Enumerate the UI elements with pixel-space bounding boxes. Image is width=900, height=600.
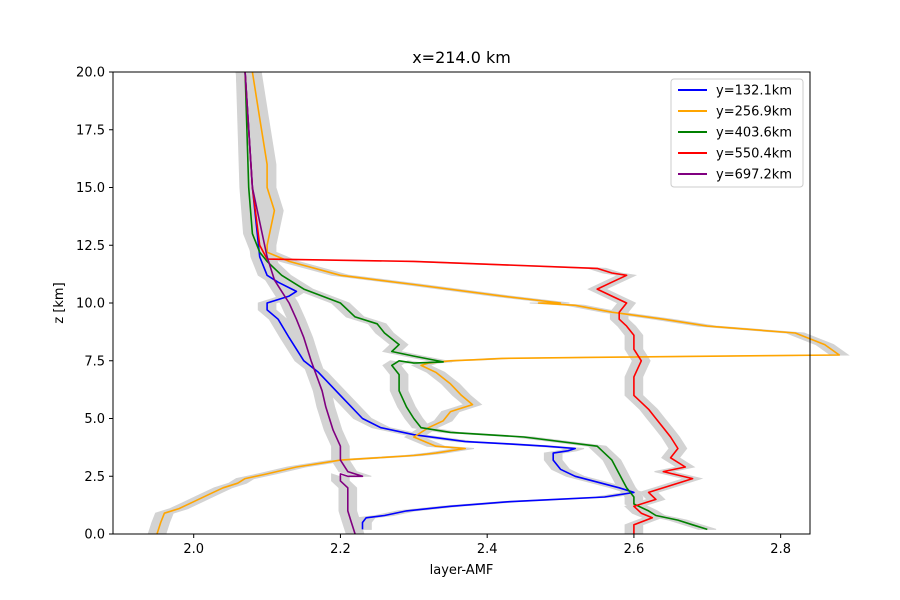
- y-tick-label: 7.5: [84, 354, 105, 369]
- legend-label-1: y=132.1km: [716, 84, 792, 99]
- series-line-5: [244, 71, 364, 535]
- series-line-4: [244, 71, 694, 534]
- legend-label-2: y=256.9km: [716, 105, 792, 120]
- x-tick-label: 2.6: [624, 542, 645, 557]
- chart-title: x=214.0 km: [412, 48, 511, 67]
- series-line-1: [244, 71, 635, 530]
- x-tick-label: 2.0: [183, 542, 204, 557]
- y-tick-label: 0.0: [84, 528, 105, 543]
- y-tick-label: 12.5: [76, 239, 105, 254]
- series-lines: [156, 71, 841, 535]
- y-axis-label: z [km]: [52, 282, 67, 323]
- y-tick-label: 2.5: [84, 470, 105, 485]
- series-line-2: [156, 71, 841, 535]
- y-tick-label: 17.5: [76, 123, 105, 138]
- x-tick-label: 2.2: [330, 542, 351, 557]
- y-tick-label: 5.0: [84, 412, 105, 427]
- legend: y=132.1km y=256.9km y=403.6km y=550.4km y=69…: [670, 78, 804, 188]
- uncertainty-band-3: [235, 71, 717, 530]
- legend-box: [670, 78, 804, 188]
- y-tick-label: 10.0: [76, 297, 105, 312]
- y-tick-label: 15.0: [76, 181, 105, 196]
- x-axis-ticks: 2.0 2.2 2.4 2.6 2.8: [183, 534, 791, 557]
- y-axis-ticks: 0.0 2.5 5.0 7.5 10.0 12.5 15.0 17.5 20.0: [76, 66, 113, 543]
- x-tick-label: 2.4: [477, 542, 498, 557]
- x-tick-label: 2.8: [770, 542, 791, 557]
- legend-label-3: y=403.6km: [716, 126, 792, 141]
- uncertainty-band-1: [235, 71, 643, 530]
- x-axis-label: layer-AMF: [430, 563, 494, 578]
- y-tick-label: 20.0: [76, 66, 105, 81]
- legend-label-5: y=697.2km: [716, 168, 792, 183]
- legend-label-4: y=550.4km: [716, 147, 792, 162]
- series-line-3: [244, 71, 708, 531]
